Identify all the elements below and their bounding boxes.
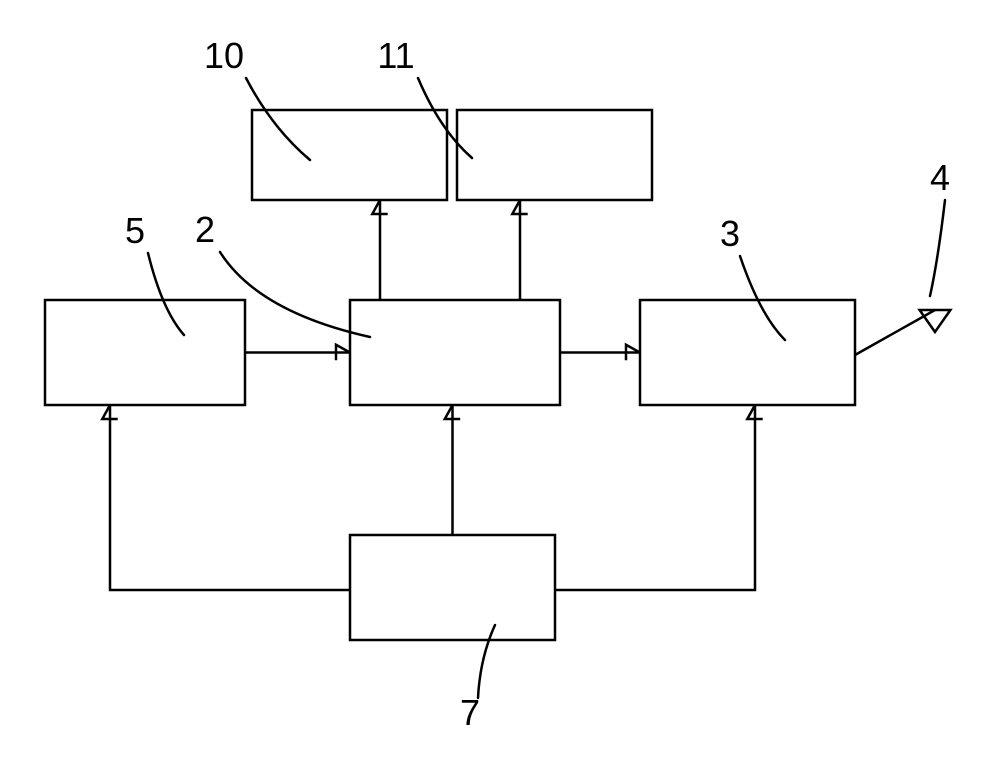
edge [445,405,460,535]
block-b10 [252,110,447,200]
edge [560,345,640,360]
edge [102,405,350,590]
edge [245,345,350,360]
label-7: 7 [460,692,480,733]
block-b3 [640,300,855,405]
block-b7 [350,535,555,640]
label-2: 2 [195,209,215,250]
block-b5 [45,300,245,405]
antenna-icon [855,310,950,355]
label-4: 4 [930,157,950,198]
label-3: 3 [720,213,740,254]
boxes-layer [45,110,855,640]
edge [372,200,387,300]
block-b2 [350,300,560,405]
callout-4: 4 [930,157,950,296]
label-5: 5 [125,210,145,251]
label-10: 10 [204,35,244,76]
edge [512,200,527,300]
block-b11 [457,110,652,200]
edge [555,405,763,590]
leader-line [930,200,945,296]
label-11: 11 [377,35,414,76]
